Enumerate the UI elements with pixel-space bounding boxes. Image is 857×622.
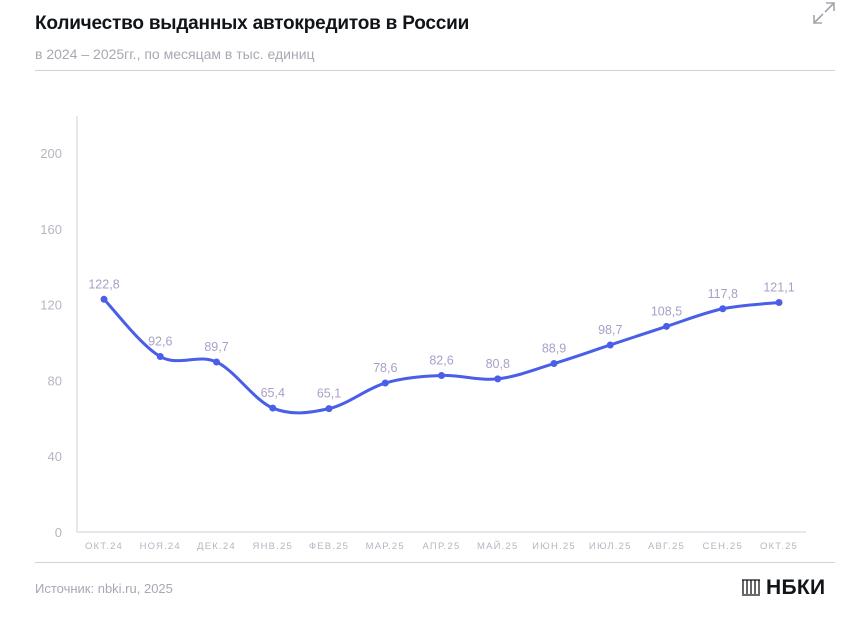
y-tick-label: 0: [55, 525, 62, 540]
data-point: [100, 295, 108, 303]
columns-icon: [742, 579, 760, 596]
data-point: [550, 360, 558, 368]
series-layer: [100, 295, 783, 415]
x-tick-label: НОЯ.24: [140, 541, 181, 552]
footer-divider: [35, 562, 835, 563]
logo-text: НБКИ: [766, 576, 826, 599]
x-tick-label: ФЕВ.25: [309, 541, 349, 552]
nbki-logo: НБКИ: [741, 576, 825, 600]
y-tick-label: 120: [40, 298, 62, 313]
x-axis: ОКТ.24 НОЯ.24 ДЕК.24 ЯНВ.25 ФЕВ.25 МАР.25 АПР.…: [77, 531, 806, 552]
data-label: 121,1: [763, 281, 794, 295]
data-point: [494, 375, 502, 383]
x-tick-label: АПР.25: [422, 541, 460, 552]
data-label: 98,7: [598, 323, 622, 337]
line-chart: 0 40 80 120 160 200 ОКТ.24 НОЯ.24 ДЕК.24 ЯНВ.25 Ф…: [40, 116, 806, 552]
data-point: [325, 405, 333, 413]
data-point: [719, 305, 727, 313]
x-tick-label: ОКТ.24: [85, 541, 123, 552]
chart-subtitle: в 2024 – 2025гг., по месяцам в тыс. един…: [35, 46, 315, 62]
data-point: [269, 404, 277, 412]
data-label: 65,1: [317, 387, 341, 401]
data-point: [156, 353, 164, 361]
data-label: 92,6: [148, 335, 172, 349]
x-tick-label: МАЙ.25: [477, 540, 519, 552]
x-tick-label: ИЮН.25: [532, 541, 576, 552]
expand-icon[interactable]: [811, 0, 837, 26]
data-point: [438, 371, 445, 379]
data-label: 88,9: [542, 342, 566, 356]
data-point: [775, 299, 783, 307]
data-label: 78,6: [373, 361, 397, 375]
x-tick-label: СЕН.25: [703, 541, 743, 552]
y-tick-label: 160: [40, 222, 62, 237]
data-label: 65,4: [261, 386, 285, 400]
y-tick-label: 40: [48, 449, 62, 464]
data-label: 117,8: [708, 287, 738, 301]
data-point: [663, 322, 670, 330]
data-point: [381, 379, 389, 387]
x-tick-label: ОКТ.25: [760, 541, 798, 552]
data-label: 82,6: [429, 353, 453, 367]
data-label: 122,8: [88, 277, 119, 291]
x-tick-label: ИЮЛ.25: [589, 541, 632, 552]
chart-title: Количество выданных автокредитов в Росси…: [35, 13, 470, 34]
y-tick-label: 200: [40, 146, 62, 161]
data-label: 80,8: [486, 357, 510, 371]
x-tick-label: ЯНВ.25: [253, 541, 293, 552]
x-tick-label: АВГ.25: [648, 541, 685, 552]
y-axis: 0 40 80 120 160 200: [40, 116, 78, 540]
y-tick-label: 80: [48, 373, 62, 388]
x-tick-label: МАР.25: [366, 541, 405, 552]
data-point: [606, 341, 614, 349]
source-note: Источник: nbki.ru, 2025: [35, 581, 173, 596]
x-tick-label: ДЕК.24: [197, 541, 236, 552]
data-label: 89,7: [204, 340, 228, 354]
data-point: [213, 358, 220, 366]
header-divider: [35, 70, 835, 71]
data-label: 108,5: [651, 304, 682, 318]
data-labels: 122,8 92,6 89,7 65,4 65,1 78,6 82,6 80,8 88,9 98,…: [88, 277, 794, 400]
